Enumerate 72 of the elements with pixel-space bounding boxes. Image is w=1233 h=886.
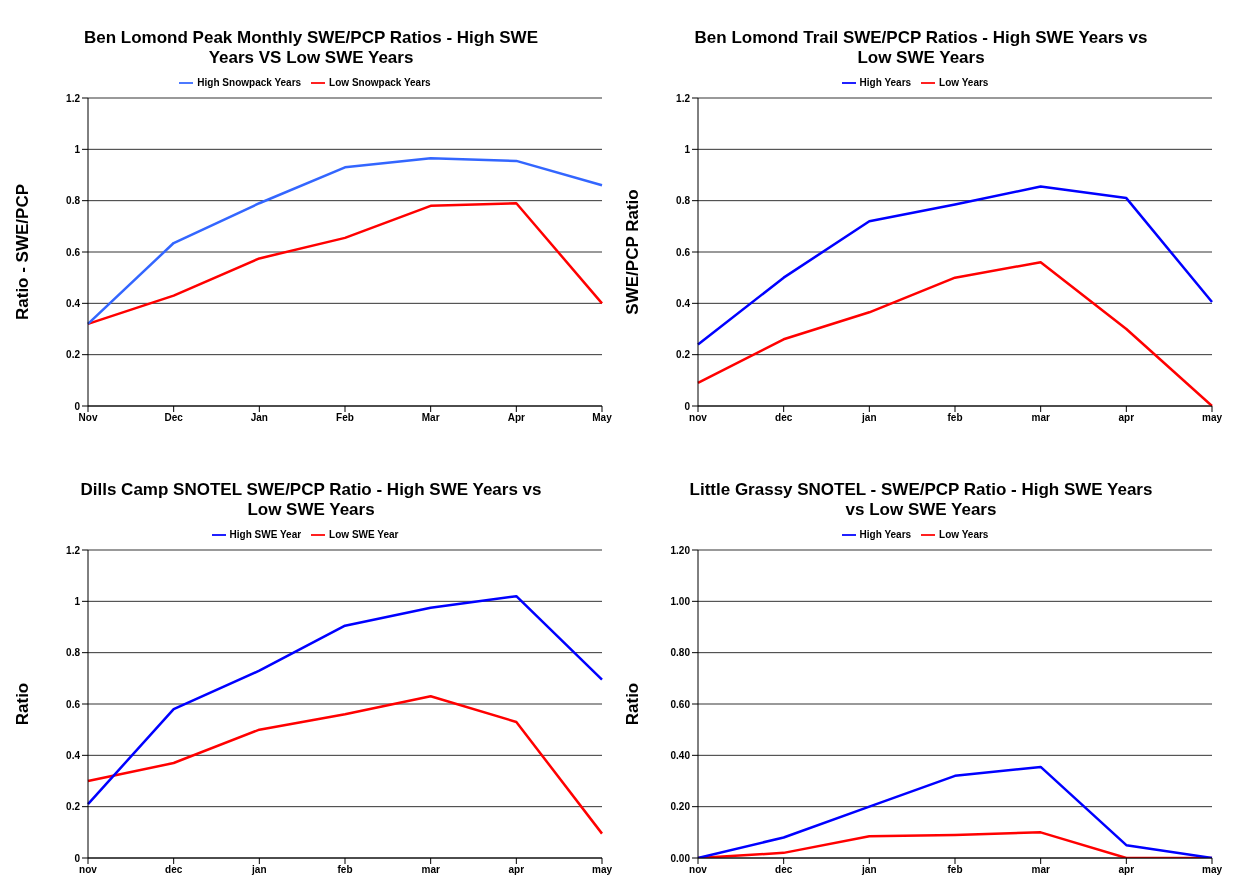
y-tick-label: 1.00 [670,595,691,607]
y-tick-label: 0.6 [66,698,81,710]
chart-title: Little Grassy SNOTEL - SWE/PCP Ratio - High SWE Years vs Low SWE Years [688,479,1154,520]
y-tick-label: 0 [74,400,81,412]
chart-title: Ben Lomond Peak Monthly SWE/PCP Ratios - High SWE Years VS Low SWE Years [83,27,539,68]
y-tick-label: 0.8 [66,647,81,659]
x-tick-label: apr [1118,412,1135,424]
y-tick-label: 1.2 [66,92,81,104]
x-tick-label: apr [508,864,525,876]
x-tick-label: mar [421,864,440,876]
x-tick-label: may [1201,412,1223,424]
x-tick-label: jan [251,864,267,876]
x-tick-label: Mar [421,412,440,424]
y-tick-label: 0 [684,400,691,412]
y-axis-title: SWE/PCP Ratio [623,189,643,315]
x-tick-label: mar [1031,412,1050,424]
legend-label: Low SWE Year [329,528,399,540]
y-tick-label: 1.20 [670,544,691,556]
y-tick-label: 0.4 [66,297,81,309]
y-tick-label: 0.80 [670,647,691,659]
x-tick-label: jan [861,412,877,424]
x-tick-label: Nov [78,412,98,424]
legend-label: Low Years [939,76,989,88]
x-tick-label: Apr [507,412,526,424]
legend-label: High Years [859,76,912,88]
x-tick-label: may [1201,864,1223,876]
legend-label: High Years [859,528,912,540]
x-tick-label: feb [337,864,353,876]
x-tick-label: dec [775,412,793,424]
y-tick-label: 0.6 [676,246,691,258]
legend-label: Low Snowpack Years [329,76,431,88]
x-tick-label: dec [775,864,793,876]
x-tick-label: Feb [336,412,354,424]
y-tick-label: 0.2 [66,801,81,813]
chart-title: Dills Camp SNOTEL SWE/PCP Ratio - High SWE Years vs Low SWE Years [79,479,543,520]
x-tick-label: May [592,412,613,424]
y-tick-label: 0.8 [66,195,81,207]
x-tick-label: mar [1031,864,1050,876]
y-tick-label: 0.60 [670,698,691,710]
y-tick-label: 1 [684,143,691,155]
chart-title: Ben Lomond Trail SWE/PCP Ratios - High SWE Years vs Low SWE Years [693,27,1149,68]
y-axis-title: Ratio [623,682,643,726]
x-tick-label: nov [79,864,98,876]
x-tick-label: nov [689,864,708,876]
y-tick-label: 0.8 [676,195,691,207]
y-tick-label: 0.6 [66,246,81,258]
y-tick-label: 0.40 [670,749,691,761]
x-tick-label: Jan [250,412,268,424]
x-tick-label: apr [1118,864,1135,876]
y-tick-label: 1.2 [676,92,691,104]
y-tick-label: 1.2 [66,544,81,556]
y-tick-label: 0.4 [676,297,691,309]
y-tick-label: 1 [74,595,81,607]
x-tick-label: jan [861,864,877,876]
y-tick-label: 0 [74,852,81,864]
x-tick-label: Dec [164,412,184,424]
x-tick-label: may [591,864,613,876]
y-tick-label: 0.20 [670,801,691,813]
y-tick-label: 0.2 [676,349,691,361]
x-tick-label: nov [689,412,708,424]
y-tick-label: 0.00 [670,852,691,864]
x-tick-label: feb [947,864,963,876]
y-axis-title: Ratio - SWE/PCP [13,183,33,321]
x-tick-label: feb [947,412,963,424]
legend-label: High Snowpack Years [197,76,302,88]
y-axis-title: Ratio [13,682,33,726]
legend-label: Low Years [939,528,989,540]
legend-label: High SWE Year [229,528,302,540]
y-tick-label: 0.4 [66,749,81,761]
x-tick-label: dec [165,864,183,876]
y-tick-label: 0.2 [66,349,81,361]
y-tick-label: 1 [74,143,81,155]
